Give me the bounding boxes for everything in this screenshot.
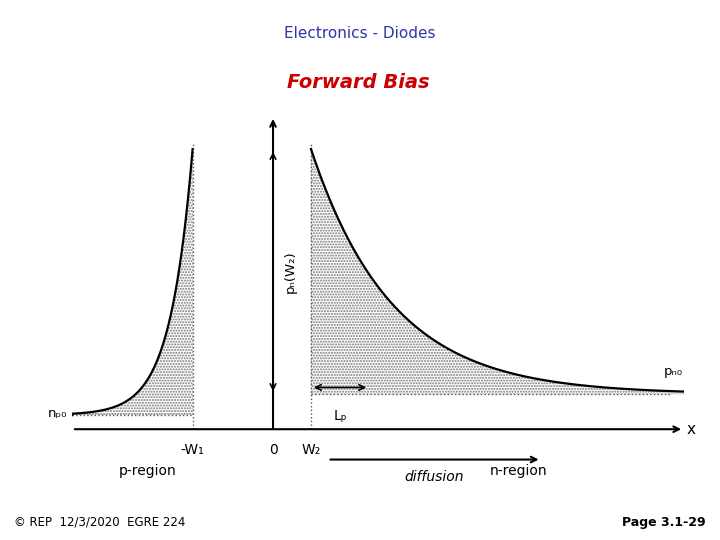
Text: -W₁: -W₁ <box>181 443 204 457</box>
Text: nₚ₀: nₚ₀ <box>48 407 68 420</box>
Text: pₙ₀: pₙ₀ <box>663 364 683 377</box>
Text: 0: 0 <box>269 443 277 457</box>
Text: Lₚ: Lₚ <box>333 409 347 423</box>
Text: x: x <box>686 422 696 437</box>
Text: diffusion: diffusion <box>405 470 464 483</box>
Text: Forward Bias: Forward Bias <box>287 72 430 92</box>
Text: n-region: n-region <box>490 464 547 478</box>
Text: p-region: p-region <box>119 464 177 478</box>
Text: © REP  12/3/2020  EGRE 224: © REP 12/3/2020 EGRE 224 <box>14 516 186 529</box>
Text: W₂: W₂ <box>302 443 320 457</box>
Text: pₙ(W₂): pₙ(W₂) <box>284 250 297 293</box>
Text: Page 3.1-29: Page 3.1-29 <box>622 516 706 529</box>
Text: Electronics - Diodes: Electronics - Diodes <box>284 26 436 41</box>
